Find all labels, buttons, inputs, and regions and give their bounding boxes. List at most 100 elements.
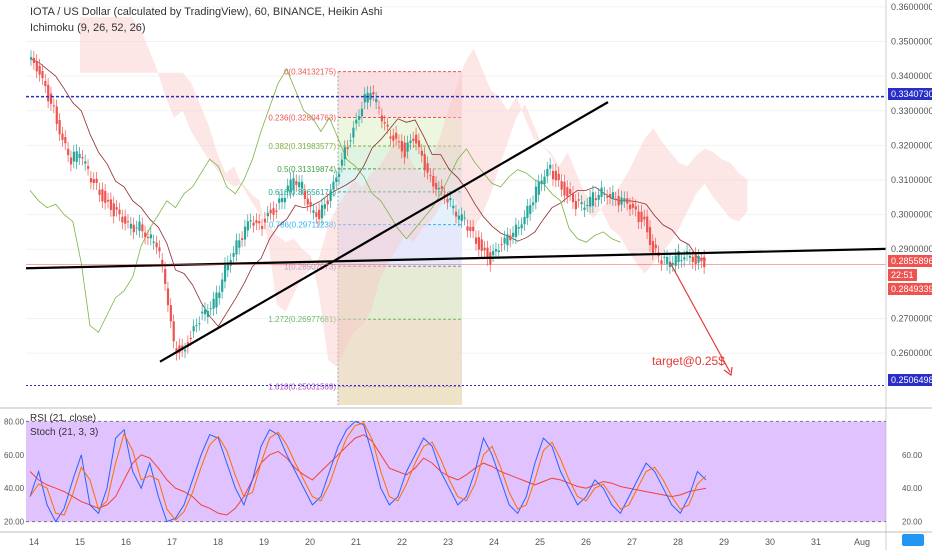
candle-body	[35, 61, 38, 72]
candle-body	[454, 211, 458, 217]
candle-body	[89, 178, 93, 183]
target-annotation: target@0.25$	[652, 354, 725, 368]
rsi-label[interactable]: RSI (21, close)	[30, 413, 97, 424]
candle-body	[423, 154, 426, 171]
candle-body	[320, 205, 324, 219]
candle-body	[269, 209, 272, 214]
candle-body	[221, 279, 224, 292]
candle-body	[603, 193, 606, 195]
candle-body	[58, 120, 61, 135]
candle-body	[67, 148, 70, 156]
candle-body	[289, 179, 292, 192]
fib-level-label: 0.382(0.31983577)	[268, 142, 336, 151]
candle-body	[92, 179, 95, 183]
candle-body	[201, 311, 204, 314]
candle-body	[577, 199, 580, 201]
stoch-d-line	[29, 422, 707, 521]
candle-body	[420, 150, 423, 156]
candle-body	[323, 204, 326, 209]
candle-body	[626, 198, 629, 204]
candle-body	[591, 192, 595, 206]
candle-body	[526, 205, 529, 219]
candle-body	[278, 198, 281, 203]
candle-body	[691, 256, 694, 263]
rsi-right-tick: 40.00	[902, 484, 923, 493]
candle-body	[457, 215, 461, 220]
rsi-right-tick: 20.00	[902, 518, 923, 527]
fib-level-label: 0.236(0.32804763)	[268, 114, 336, 123]
fib-zone	[338, 386, 462, 405]
fib-level-label: 0.618(0.30656171)	[268, 188, 336, 197]
candle-body	[369, 93, 372, 100]
candle-body	[606, 196, 609, 198]
candle-body	[178, 345, 181, 353]
candle-body	[69, 157, 73, 165]
candle-body	[109, 199, 113, 210]
rsi-pane[interactable]: 80.00 60.00 40.00 20.00 60.00 40.00 20.00	[0, 407, 932, 527]
candle-body	[355, 119, 358, 124]
date-tick-label: 27	[627, 537, 637, 547]
candle-body	[377, 107, 381, 109]
candle-body	[360, 108, 364, 117]
chart-title: IOTA / US Dollar (calculated by TradingV…	[30, 6, 383, 18]
candle-body	[503, 237, 506, 244]
candle-body	[195, 325, 198, 327]
candle-body	[694, 254, 697, 264]
candle-body	[623, 198, 626, 201]
fib-level-label: 1.618(0.25031569)	[268, 383, 336, 392]
candle-body	[30, 57, 33, 59]
candle-body	[640, 211, 643, 223]
candle-body	[184, 349, 187, 352]
candle-body	[203, 309, 207, 315]
date-tick-label: 17	[167, 537, 177, 547]
candle-body	[98, 189, 101, 196]
candle-body	[697, 256, 700, 263]
candle-body	[198, 323, 201, 325]
candle-body	[634, 206, 637, 210]
chikou-line	[29, 68, 621, 333]
date-tick-label: 31	[811, 537, 821, 547]
candle-body	[637, 211, 640, 223]
target-arrowhead	[723, 366, 733, 377]
fib-level-label: 1(0.28507573)	[284, 262, 336, 271]
candle-body	[512, 232, 515, 237]
stoch-label[interactable]: Stoch (21, 3, 3)	[30, 427, 99, 438]
target-arrow	[669, 262, 731, 373]
rsi-left-tick: 80.00	[4, 417, 25, 426]
rsi-left-tick: 40.00	[4, 484, 25, 493]
cloud-band	[80, 17, 748, 367]
candle-body	[483, 247, 486, 251]
candle-body	[115, 207, 118, 210]
candle-body	[580, 202, 583, 205]
countdown-tag: 22:51	[888, 269, 917, 281]
trend-lines[interactable]	[25, 95, 887, 386]
candle-body	[175, 348, 178, 354]
candle-body	[192, 326, 195, 332]
fib-level-label: 0(0.34132175)	[284, 68, 336, 77]
candle-body	[169, 305, 172, 322]
candle-body	[300, 181, 304, 189]
candle-body	[266, 212, 269, 217]
date-tick-label: 18	[213, 537, 223, 547]
target-price-tag: 0.25064981	[888, 374, 932, 386]
candle-body	[688, 255, 692, 258]
candle-body	[620, 197, 623, 205]
candle-body	[226, 262, 230, 271]
candle-body	[366, 92, 369, 103]
candle-body	[546, 168, 549, 177]
candle-body	[412, 138, 415, 142]
date-axis[interactable]: 14 15 16 17 18 19 20 21 22 23 24 25 26 27 28 29 30 31 Aug	[0, 531, 932, 547]
neckline-trendline	[25, 247, 887, 270]
candle-body	[41, 71, 44, 79]
candle-body	[218, 292, 221, 299]
indicator-label[interactable]: Ichimoku (9, 26, 52, 26)	[30, 22, 146, 34]
candle-body	[660, 260, 663, 264]
kijun-line	[29, 58, 707, 328]
tradingview-logo-icon	[902, 534, 924, 546]
